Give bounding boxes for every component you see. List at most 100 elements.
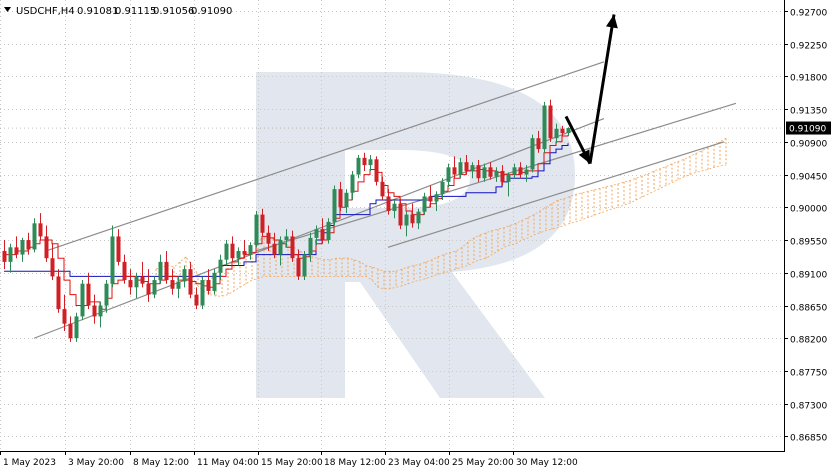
candle-body xyxy=(212,272,217,291)
candle-body xyxy=(44,236,49,259)
candle-body xyxy=(80,283,85,317)
candle-body xyxy=(152,280,157,295)
candle-body xyxy=(464,162,469,171)
candle xyxy=(32,218,37,253)
candle-body xyxy=(488,167,493,177)
candle-body xyxy=(104,283,109,306)
candle-body xyxy=(296,258,301,277)
header-close: 0.91090 xyxy=(191,6,232,17)
candle-body xyxy=(362,157,367,166)
y-axis: 0.92700 0.92250 0.91800 0.91350 0.90900 0.904… xyxy=(784,9,831,444)
candle-body xyxy=(332,189,337,222)
candle xyxy=(98,301,103,328)
x-tick-label: 30 May 12:00 xyxy=(516,458,578,468)
y-tick-label: 0.86850 xyxy=(790,434,827,444)
candle-body xyxy=(86,283,91,306)
candle xyxy=(68,316,73,342)
candle-body xyxy=(344,192,349,208)
candle xyxy=(230,236,235,262)
y-tick-label: 0.89100 xyxy=(790,271,827,281)
candle-body xyxy=(434,194,439,202)
candle-body xyxy=(482,167,487,179)
candle-body xyxy=(536,138,541,150)
candle-body xyxy=(398,203,403,226)
x-tick-label: 11 May 04:00 xyxy=(197,458,259,468)
candle-body xyxy=(176,281,181,289)
candle xyxy=(302,250,307,281)
candle xyxy=(518,162,523,179)
candle xyxy=(248,242,253,260)
candle xyxy=(380,176,385,201)
candle-body xyxy=(50,258,55,277)
candle xyxy=(476,160,481,182)
y-tick-label: 0.87300 xyxy=(790,402,827,412)
candle xyxy=(164,250,169,284)
candle xyxy=(440,178,445,201)
candle-body xyxy=(320,229,325,241)
candle xyxy=(314,225,319,246)
candle xyxy=(38,213,43,241)
channel-line xyxy=(387,141,725,248)
candle xyxy=(296,249,301,281)
candle-body xyxy=(242,250,247,255)
forecast-arrows xyxy=(564,14,618,165)
candle xyxy=(512,163,517,179)
candle-body xyxy=(530,138,535,170)
candle xyxy=(494,167,499,182)
candle-body xyxy=(218,259,223,273)
candle xyxy=(560,125,565,137)
header-open: 0.91081 xyxy=(77,6,118,17)
y-tick-label: 0.87750 xyxy=(790,369,827,379)
y-tick-label: 0.91800 xyxy=(790,74,827,84)
candle-body xyxy=(548,105,553,139)
candle xyxy=(212,269,217,295)
candle-body xyxy=(326,221,331,241)
candle xyxy=(128,269,133,295)
candle-body xyxy=(146,283,151,295)
dropdown-triangle-icon[interactable] xyxy=(4,7,11,12)
candle-body xyxy=(410,214,415,224)
candle xyxy=(350,170,355,201)
candle xyxy=(170,269,175,295)
candle-body xyxy=(284,236,289,241)
candle-body xyxy=(74,316,79,339)
candle-body xyxy=(236,250,241,259)
header-symbol: USDCHF,H4 xyxy=(16,6,75,17)
candle xyxy=(368,154,373,171)
candle xyxy=(56,269,61,313)
candle xyxy=(206,269,211,295)
candle-body xyxy=(542,105,547,150)
x-tick-label: 3 May 20:00 xyxy=(68,458,124,468)
candle xyxy=(422,192,427,215)
candle-body xyxy=(230,243,235,259)
candle xyxy=(530,134,535,173)
candle xyxy=(50,243,55,281)
candle xyxy=(2,240,7,270)
watermark-logo xyxy=(256,72,575,398)
candle xyxy=(110,225,115,288)
candle xyxy=(398,198,403,230)
candle-body xyxy=(8,247,13,262)
candle-body xyxy=(254,214,259,246)
candle-body xyxy=(308,237,313,255)
y-tick-label: 0.90000 xyxy=(790,205,827,215)
candle xyxy=(74,312,79,342)
candle xyxy=(386,189,391,215)
candle-body xyxy=(566,128,571,134)
candle-body xyxy=(128,280,133,288)
x-tick-label: 1 May 2023 xyxy=(3,458,56,468)
candle-body xyxy=(356,157,361,175)
candle xyxy=(362,152,367,171)
candle-body xyxy=(458,162,463,175)
y-tick-label: 0.92700 xyxy=(790,9,827,19)
candle-body xyxy=(374,159,379,182)
candle xyxy=(188,261,193,299)
candle-body xyxy=(188,269,193,295)
candle-body xyxy=(392,203,397,211)
candle-body xyxy=(470,165,475,171)
candle xyxy=(236,247,241,266)
candle-body xyxy=(278,240,283,255)
